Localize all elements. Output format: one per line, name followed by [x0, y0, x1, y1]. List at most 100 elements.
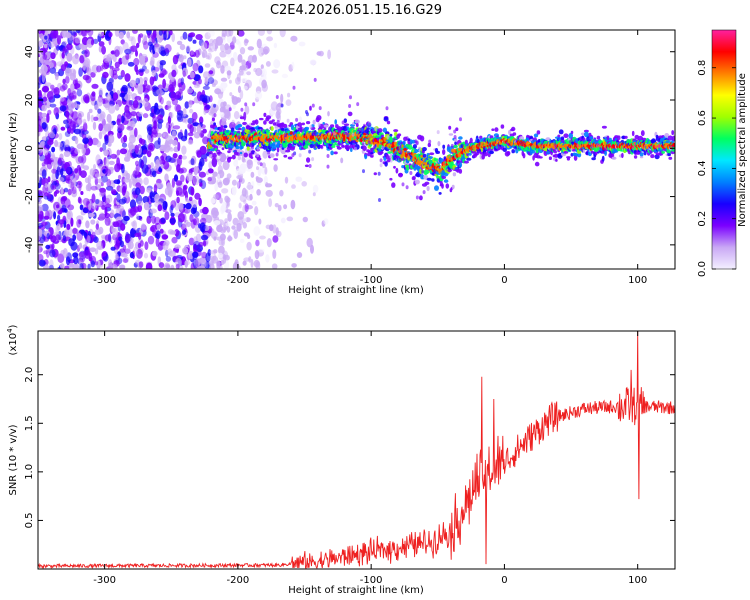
heatmap-cell — [453, 144, 458, 148]
heatmap-cell — [161, 234, 169, 240]
heatmap-cell — [195, 258, 201, 268]
heatmap-cell — [207, 177, 212, 182]
heatmap-cell — [114, 30, 120, 37]
heatmap-cell — [145, 262, 153, 269]
heatmap-cell — [129, 237, 134, 243]
heatmap-cell — [98, 87, 104, 97]
heatmap-cell — [182, 108, 187, 117]
heatmap-cell — [270, 101, 279, 111]
heatmap-cell — [589, 136, 594, 140]
heatmap-cell — [304, 126, 310, 131]
heatmap-cell — [181, 145, 187, 155]
heatmap-cell — [151, 215, 157, 224]
heatmap-cell — [213, 210, 220, 217]
heatmap-cell — [219, 106, 226, 114]
heatmap-cell — [180, 135, 188, 142]
heatmap-cell — [245, 217, 251, 223]
heatmap-cell — [162, 133, 166, 138]
heatmap-cell — [127, 241, 134, 250]
heatmap-cell — [347, 111, 353, 117]
heatmap-cell — [130, 221, 136, 227]
heatmap-cell — [136, 213, 140, 221]
heatmap-cell — [132, 220, 138, 230]
heatmap-cell — [71, 189, 78, 198]
heatmap-cell — [203, 240, 207, 247]
heatmap-cell — [189, 124, 194, 134]
heatmap-cell — [96, 140, 102, 148]
heatmap-cell — [95, 223, 100, 230]
heatmap-cell — [47, 139, 54, 146]
heatmap-cell — [146, 187, 152, 193]
heatmap-cell — [63, 187, 69, 193]
heatmap-cell — [221, 188, 229, 194]
heatmap-cell — [419, 195, 423, 201]
heatmap-cell — [176, 163, 181, 173]
heatmap-cell — [51, 152, 56, 159]
heatmap-cell — [259, 235, 266, 240]
heatmap-cell — [252, 55, 257, 63]
heatmap-cell — [106, 178, 111, 187]
heatmap-cell — [92, 121, 97, 131]
heatmap-cell — [557, 134, 561, 138]
heatmap-cell — [246, 241, 252, 251]
heatmap-cell — [216, 236, 224, 241]
heatmap-cell — [163, 262, 171, 269]
heatmap-cell — [275, 227, 279, 237]
heatmap-cell — [110, 153, 118, 159]
heatmap-cell — [130, 36, 136, 46]
heatmap-cell — [201, 52, 206, 59]
heatmap-cell — [46, 90, 54, 100]
heatmap-cell — [237, 124, 243, 128]
heatmap-cell — [231, 96, 239, 105]
heatmap-cell — [140, 138, 146, 146]
heatmap-cell — [273, 59, 281, 69]
heatmap-cell — [61, 196, 68, 201]
heatmap-cell — [56, 204, 60, 209]
heatmap-cell — [71, 30, 77, 36]
heatmap-cell — [57, 253, 65, 264]
heatmap-cell — [224, 43, 229, 51]
heatmap-cell — [291, 184, 296, 189]
heatmap-cell — [95, 154, 101, 164]
heatmap-cell — [72, 54, 80, 65]
heatmap-cell — [312, 119, 316, 125]
heatmap-cell — [202, 85, 210, 90]
heatmap-cell — [62, 78, 66, 85]
heatmap-cell — [128, 209, 135, 218]
heatmap-cell — [442, 149, 446, 155]
heatmap-cell — [51, 88, 58, 93]
heatmap-cell — [143, 177, 149, 186]
heatmap-cell — [157, 204, 163, 212]
heatmap-cell — [219, 197, 223, 204]
heatmap-cell — [512, 132, 517, 136]
heatmap-cell — [258, 218, 262, 225]
heatmap-cell — [217, 252, 224, 259]
heatmap-cell — [298, 41, 306, 47]
heatmap-cell — [125, 172, 131, 180]
heatmap-cell — [84, 96, 90, 104]
heatmap-cell — [373, 172, 377, 176]
heatmap-cell — [238, 41, 242, 50]
heatmap-cell — [52, 185, 57, 190]
heatmap-cell — [194, 192, 201, 200]
heatmap-cell — [163, 30, 167, 41]
heatmap-cell — [179, 44, 186, 51]
heatmap-cell — [44, 183, 48, 188]
heatmap-cell — [111, 264, 118, 269]
heatmap-cell — [228, 79, 232, 84]
heatmap-cell — [149, 76, 155, 86]
heatmap-cell — [87, 213, 95, 218]
heatmap-cell — [66, 43, 73, 51]
heatmap-cell — [451, 184, 455, 189]
heatmap-cell — [138, 68, 145, 73]
heatmap-cell — [266, 238, 272, 248]
heatmap-cell — [160, 163, 164, 169]
heatmap-cell — [225, 209, 232, 214]
heatmap-cell — [57, 157, 62, 165]
heatmap-cell — [318, 141, 322, 145]
heatmap-cell — [463, 160, 469, 164]
heatmap-cell — [175, 263, 180, 269]
heatmap-cell — [124, 233, 131, 244]
heatmap-cell — [119, 264, 126, 269]
